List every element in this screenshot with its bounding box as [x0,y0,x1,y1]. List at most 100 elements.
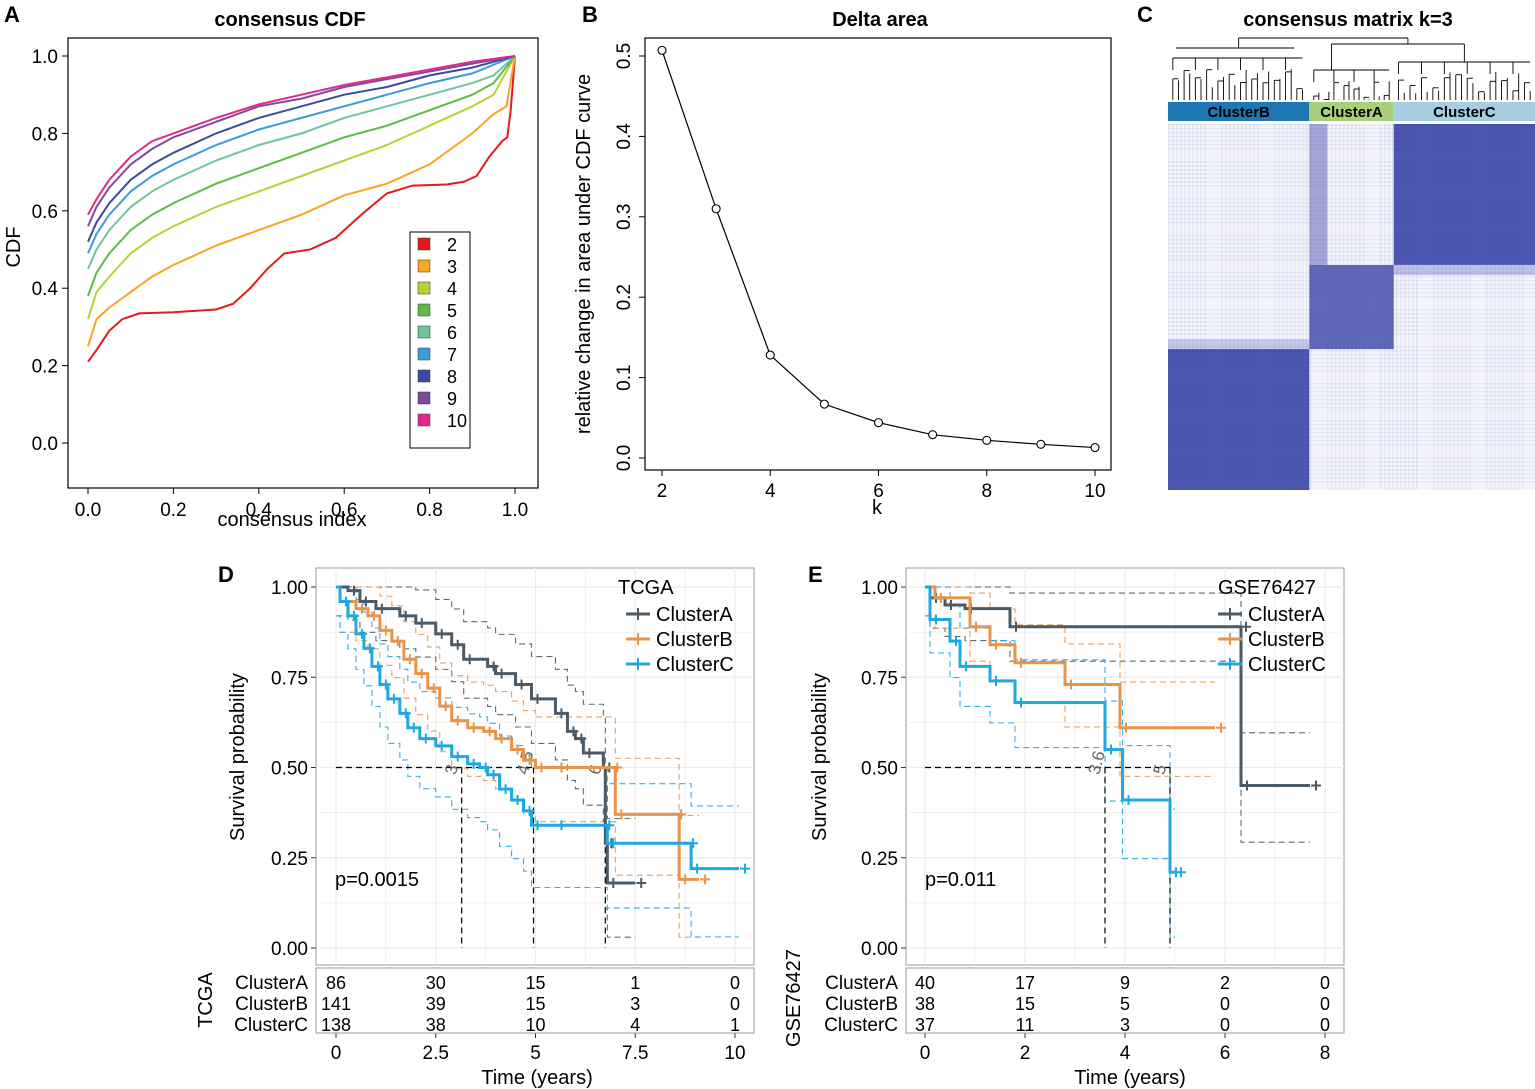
risk-count: 15 [525,973,545,993]
censor-mark-ClusterA [464,654,475,665]
legend-label-k3: 3 [447,257,457,277]
x-tick-label-b: 6 [873,481,884,502]
legend-d: TCGA ClusterA ClusterB ClusterC [618,577,734,676]
censor-mark-ClusterA [452,639,463,650]
risk-count: 0 [1320,973,1330,993]
censor-mark-ClusterA [416,618,427,629]
heatmap-stripe [1408,124,1410,490]
heatmap-stripe [1168,255,1535,257]
panel-label-b: B [582,2,598,27]
x-tick-label-a: 0.4 [246,500,273,521]
delta-point [657,45,667,55]
heatmap-stripe [1168,420,1535,422]
censor-mark-ClusterC [400,708,411,719]
x-tick-label-d: 2.5 [423,1043,449,1064]
heatmap-stripe [1168,461,1535,463]
heatmap-stripe [1168,259,1535,261]
censor-mark-ClusterC [524,805,535,816]
censor-mark-ClusterB [536,762,547,773]
heatmap-stripe [1168,350,1535,352]
heatmap-stripe [1168,362,1535,364]
heatmap-stripe [1168,206,1535,208]
censor-mark-ClusterB [612,762,623,773]
survival-curves-d [336,585,750,889]
y-tick-label-d: 1.00 [271,578,308,599]
heatmap-stripe [1168,144,1535,146]
heatmap-stripe [1192,124,1194,490]
x-tick-label-e: 6 [1220,1043,1231,1064]
legend-e: GSE76427 ClusterA ClusterB ClusterC [1218,577,1326,676]
legend-swatch-k7 [417,347,431,361]
censor-mark-ClusterC [364,643,375,654]
legend-swatch-k9 [417,391,431,405]
ci-upper-ClusterB [925,586,1215,683]
censor-mark-ClusterB [680,874,691,885]
y-tick-label-a: 1.0 [32,47,58,68]
y-tick-label-a: 0.2 [32,357,58,378]
heatmap-stripe [1168,391,1535,393]
heatmap-stripe [1302,124,1304,490]
censor-mark-ClusterC [420,733,431,744]
censor-mark-ClusterA [348,585,359,596]
censor-mark-ClusterC [388,693,399,704]
heatmap-stripe [1433,124,1435,490]
panel-e-km-gse76427: E 3.6 5 0.000.250.500.751.000 2 4 6 8 p=0.011… [783,562,1345,1089]
censor-mark-ClusterB [368,610,379,621]
legend-label-k6: 6 [447,323,457,343]
censor-mark-ClusterA [584,748,595,759]
consensus-offblock [1168,339,1310,350]
cdf-line-k3 [87,55,516,347]
risk-count: 3 [1120,1015,1130,1035]
legend-label-ClusterA: ClusterA [656,604,733,626]
risk-row-label-ClusterA: ClusterA [825,973,898,994]
panel-d-km-tcga: D 3 4.5 6 0.000.250.500.751.000 2.5 5 7.5 10 p… [195,562,755,1089]
x-tick-label-b: 8 [981,481,992,502]
heatmap-stripe [1168,181,1535,183]
delta-point [1036,439,1046,449]
panel-c-consensus-matrix: C consensus matrix k=3 ClusterB ClusterA C… [1137,2,1535,490]
censor-mark-ClusterB [556,762,567,773]
risk-count: 0 [1220,994,1230,1014]
heatmap-stripe [1237,124,1239,490]
censor-mark-ClusterB [524,755,535,766]
survival-curves-e [925,585,1321,878]
censor-mark-ClusterB [496,733,507,744]
x-tick-label-a: 0.6 [331,500,357,521]
heatmap-stripe [1168,395,1535,397]
heatmap-stripe [1241,124,1243,490]
heatmap-stripe [1188,124,1190,490]
y-tick-label-b: 0.2 [614,284,635,310]
heatmap-stripe [1469,124,1471,490]
heatmap-stripe [1168,465,1535,467]
heatmap-stripe [1168,177,1535,179]
heatmap-stripe [1298,124,1300,490]
censor-mark-ClusterB [404,654,415,665]
legend-title-d: TCGA [618,577,674,599]
x-tick-label-e: 0 [920,1043,931,1064]
y-tick-label-e: 0.00 [861,939,898,960]
x-axis-label-d: Time (years) [481,1067,592,1089]
heatmap-stripe [1196,124,1198,490]
delta-point [928,430,938,440]
x-tick-label-a: 0.2 [160,500,186,521]
y-tick-label-d: 0.00 [271,939,308,960]
consensus-block-ClusterB [1168,349,1310,490]
heatmap-stripe [1502,124,1504,490]
cdf-line-k8 [87,55,516,243]
censor-mark-ClusterB [1066,679,1076,690]
ci-upper-ClusterB [336,586,700,816]
y-axis-label-b: relative change in area under CDF curve [573,74,595,434]
heatmap-stripe [1306,124,1308,490]
heatmap-stripe [1168,198,1535,200]
y-tick-label-d: 0.50 [271,759,308,780]
heatmap-stripe [1396,124,1398,490]
cdf-line-k7 [87,55,516,254]
x-tick-label-d: 10 [724,1043,745,1064]
heatmap-stripe [1253,124,1255,490]
x-tick-label-e: 2 [1020,1043,1031,1064]
heatmap-stripe [1168,477,1535,479]
censor-mark-ClusterA [1011,621,1021,632]
x-axis-label-a: consensus index [218,509,367,531]
